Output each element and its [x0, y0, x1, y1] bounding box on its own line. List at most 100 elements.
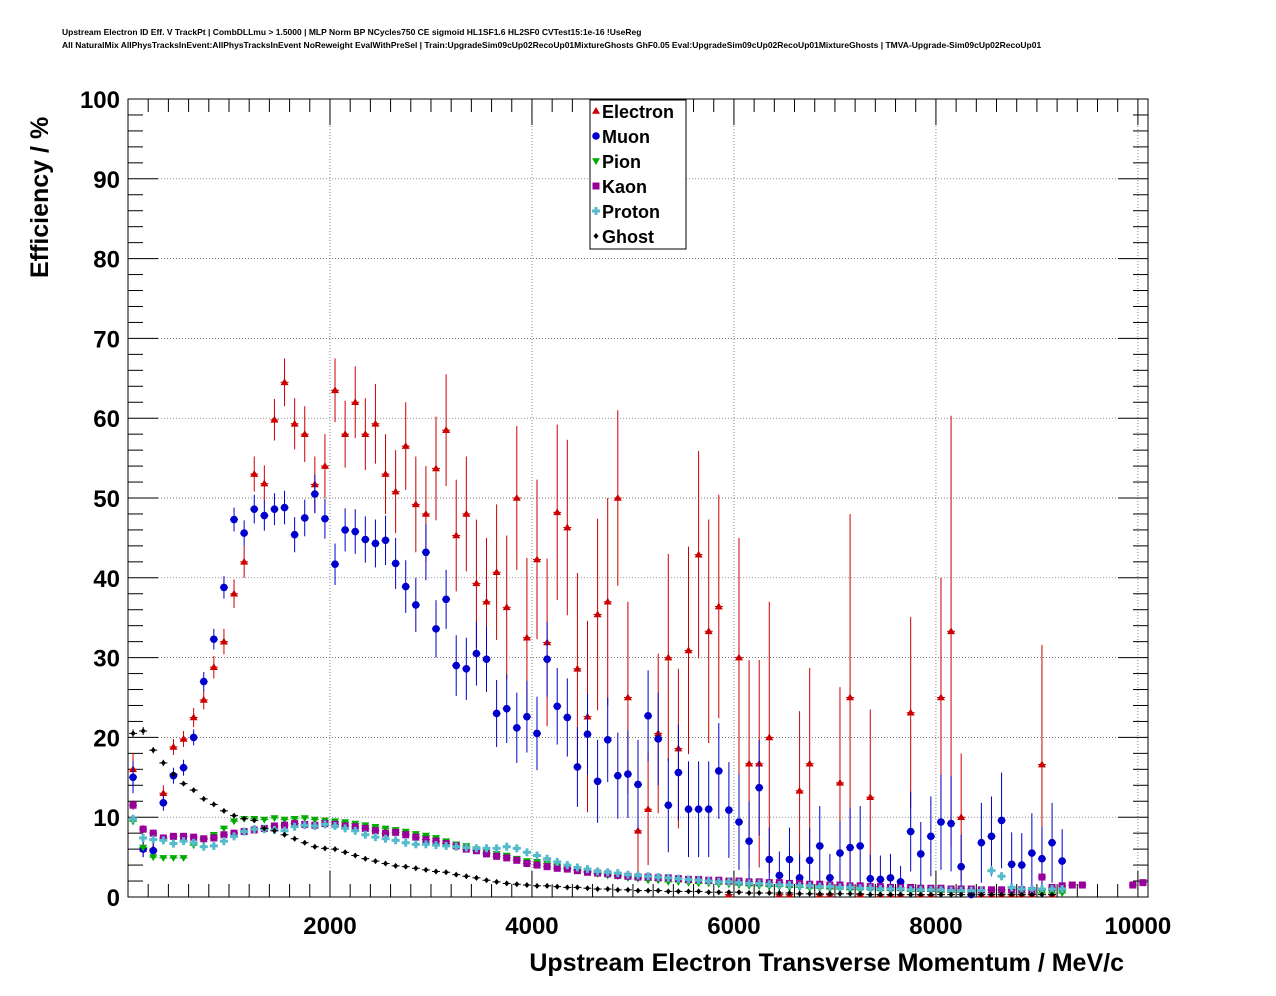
- kaon-point: [543, 863, 551, 871]
- pion-point: [139, 844, 148, 852]
- kaon-point: [169, 832, 177, 840]
- muon-point: [1017, 861, 1026, 869]
- muon-point: [220, 583, 228, 592]
- electron-point: [734, 653, 743, 661]
- ghost-point: [443, 869, 449, 876]
- ghost-point: [312, 843, 318, 850]
- legend: Electron Muon Pion Kaon Proton Ghost: [589, 99, 687, 250]
- electron-point: [512, 494, 521, 501]
- electron-point: [442, 426, 451, 433]
- proton-marker-v: [565, 861, 569, 870]
- ghost-point: [766, 890, 772, 897]
- proton-marker-v: [989, 866, 993, 875]
- electron-point: [533, 555, 542, 563]
- muon-point: [210, 635, 218, 644]
- muon-point: [533, 729, 541, 738]
- electron-point: [179, 734, 188, 742]
- proton-point: [209, 841, 218, 850]
- ghost-point: [393, 862, 399, 869]
- pion-point: [149, 854, 158, 862]
- proton-marker-v: [151, 835, 155, 844]
- electron-point: [230, 589, 239, 597]
- ghost-point: [383, 860, 389, 867]
- electron-point: [704, 627, 713, 635]
- electron-point: [947, 627, 956, 635]
- kaon-point: [392, 828, 400, 836]
- muon-point: [987, 832, 996, 841]
- kaon-point: [1139, 879, 1147, 887]
- muon-point: [815, 842, 824, 850]
- proton-series: [129, 814, 1067, 895]
- kaon-point: [493, 852, 501, 860]
- muon-point: [280, 503, 289, 512]
- proton-point: [401, 838, 410, 847]
- proton-marker-v: [434, 841, 438, 850]
- ghost-point: [827, 890, 833, 897]
- proton-marker-v: [959, 886, 963, 895]
- ghost-point: [595, 886, 601, 893]
- ghost-point: [696, 888, 702, 895]
- electron-point: [563, 523, 572, 531]
- muon-point: [341, 526, 349, 534]
- electron-point: [189, 713, 198, 721]
- ghost-point: [191, 787, 197, 794]
- proton-marker-v: [1010, 883, 1014, 892]
- proton-marker-v: [646, 872, 650, 881]
- electron-point: [613, 494, 622, 501]
- y-tick-label: 100: [80, 87, 120, 114]
- muon-point: [866, 874, 875, 883]
- y-tick-label: 60: [93, 406, 120, 433]
- muon-point: [846, 843, 854, 852]
- proton-point: [341, 824, 350, 833]
- proton-point: [795, 881, 804, 890]
- proton-point: [432, 841, 441, 850]
- ghost-point: [817, 890, 823, 897]
- y-tick-label: 40: [93, 566, 120, 593]
- proton-marker-v: [313, 821, 317, 830]
- muon-point: [694, 805, 703, 814]
- ghost-point: [413, 865, 419, 872]
- ghost-point: [605, 886, 611, 893]
- proton-marker-v: [899, 885, 903, 894]
- proton-point: [169, 839, 178, 848]
- proton-legend-marker: [592, 207, 600, 215]
- proton-point: [775, 881, 784, 890]
- legend-box: [589, 99, 687, 250]
- ghost-point: [625, 886, 631, 893]
- proton-point: [947, 886, 956, 895]
- proton-point: [179, 837, 188, 846]
- ghost-point: [867, 891, 873, 898]
- ghost-point: [140, 728, 146, 735]
- muon-point: [573, 763, 582, 771]
- proton-point: [391, 836, 400, 845]
- muon-point: [513, 724, 521, 732]
- electron-point: [866, 793, 875, 801]
- muon-point: [593, 777, 602, 786]
- ghost-point: [675, 888, 681, 895]
- proton-point: [1007, 883, 1016, 892]
- muon-point: [856, 842, 864, 850]
- proton-point: [805, 881, 814, 890]
- proton-marker-v: [616, 869, 620, 878]
- electron-point: [714, 602, 723, 610]
- electron-point: [957, 813, 966, 820]
- ghost-point: [847, 890, 853, 897]
- muon-point: [937, 818, 945, 826]
- muon-point: [886, 874, 895, 882]
- proton-point: [886, 885, 895, 894]
- proton-marker-v: [444, 841, 448, 850]
- proton-point: [543, 854, 552, 863]
- ghost-point: [231, 812, 237, 819]
- pion-point: [381, 825, 390, 833]
- proton-point: [997, 872, 1006, 881]
- kaon-point: [180, 832, 188, 840]
- proton-marker-v: [666, 873, 670, 882]
- proton-marker-v: [474, 844, 478, 853]
- proton-marker-v: [505, 842, 509, 851]
- proton-point: [280, 826, 289, 835]
- electron-point: [300, 430, 309, 437]
- pion-point: [159, 855, 168, 862]
- proton-point: [230, 832, 239, 841]
- proton-marker-v: [323, 820, 327, 829]
- muon-point: [482, 655, 491, 663]
